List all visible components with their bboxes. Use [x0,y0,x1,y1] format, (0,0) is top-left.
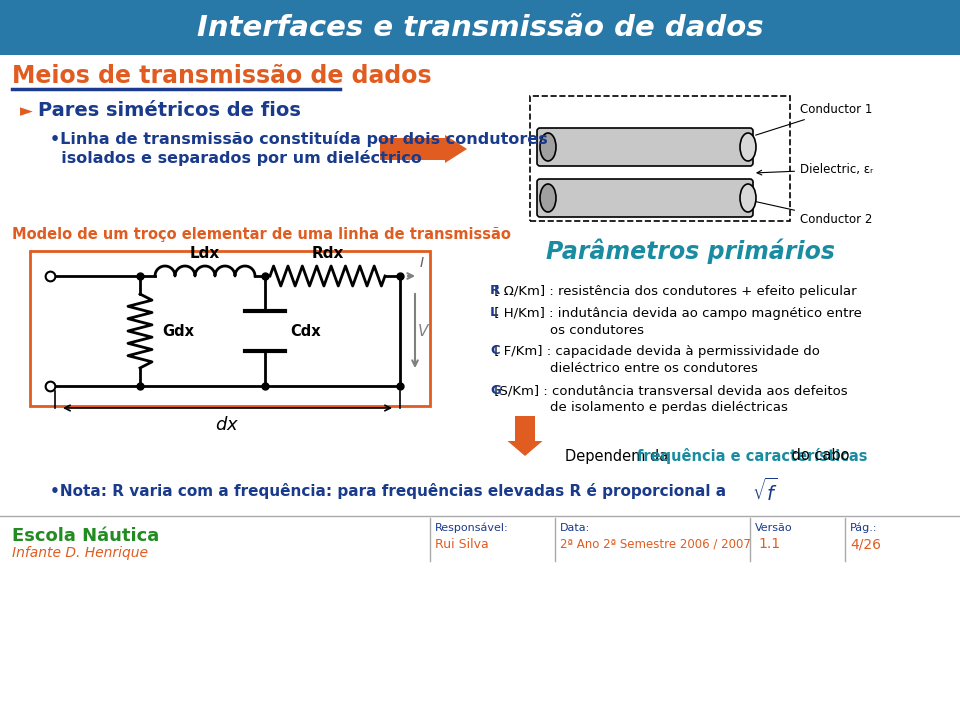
Ellipse shape [540,133,556,161]
Text: Infante D. Henrique: Infante D. Henrique [12,546,148,560]
Text: [ Ω/Km] : resistência dos condutores + efeito pelicular: [ Ω/Km] : resistência dos condutores + e… [490,284,856,297]
Text: R: R [490,284,500,297]
Text: Meios de transmissão de dados: Meios de transmissão de dados [12,64,432,88]
Text: Rdx: Rdx [311,247,344,262]
Text: Pares simétricos de fios: Pares simétricos de fios [38,102,300,120]
Ellipse shape [740,184,756,212]
Text: 4/26: 4/26 [850,537,881,551]
Text: Pág.:: Pág.: [850,523,877,533]
Text: Rui Silva: Rui Silva [435,538,489,550]
Text: C: C [490,345,499,358]
Text: G: G [490,385,501,397]
Text: Responsável:: Responsável: [435,523,509,533]
Text: frequência e características: frequência e características [637,448,868,464]
Text: Versão: Versão [755,523,793,533]
Text: de isolamento e perdas dieléctricas: de isolamento e perdas dieléctricas [550,402,788,415]
Text: Dependem da: Dependem da [565,449,673,464]
Text: [S/Km] : condutância transversal devida aos defeitos: [S/Km] : condutância transversal devida … [490,385,848,397]
FancyBboxPatch shape [537,128,753,166]
Text: isolados e separados por um dieléctrico: isolados e separados por um dieléctrico [50,150,421,166]
Bar [530,96,790,221]
FancyArrow shape [508,416,542,456]
Text: Cdx: Cdx [290,324,321,338]
Text: os condutores: os condutores [550,324,644,336]
Text: [ H/Km] : indutância devida ao campo magnético entre: [ H/Km] : indutância devida ao campo mag… [490,306,862,319]
Text: Dielectric, εᵣ: Dielectric, εᵣ [757,163,874,176]
Text: •Linha de transmissão constituída por dois condutores: •Linha de transmissão constituída por do… [50,131,548,147]
Text: Gdx: Gdx [162,324,194,338]
Text: Modelo de um troço elementar de uma linha de transmissão: Modelo de um troço elementar de uma linh… [12,227,511,242]
Text: •Nota: R varia com a frequência: para frequências elevadas R é proporcional a: •Nota: R varia com a frequência: para fr… [50,483,736,499]
Text: Interfaces e transmissão de dados: Interfaces e transmissão de dados [197,14,763,42]
Text: 1.1: 1.1 [758,537,780,551]
Text: I: I [420,256,424,270]
Text: dieléctrico entre os condutores: dieléctrico entre os condutores [550,361,757,375]
Bar [0,0,960,55]
Text: ►: ► [20,102,33,120]
Text: V: V [418,324,428,338]
Text: $\sqrt{f}$: $\sqrt{f}$ [752,477,778,505]
Text: $dx$: $dx$ [215,416,240,434]
Text: 2ª Ano 2ª Semestre 2006 / 2007: 2ª Ano 2ª Semestre 2006 / 2007 [560,538,751,550]
Text: Escola Náutica: Escola Náutica [12,527,159,545]
Text: [ F/Km] : capacidade devida à permissividade do: [ F/Km] : capacidade devida à permissivi… [490,345,820,358]
Text: Parâmetros primários: Parâmetros primários [545,238,834,264]
Bar [30,251,430,406]
Text: do cabo: do cabo [787,449,850,464]
Text: Conductor 1: Conductor 1 [756,103,873,135]
Ellipse shape [540,184,556,212]
FancyBboxPatch shape [537,179,753,217]
FancyArrow shape [380,135,467,163]
Ellipse shape [740,133,756,161]
Text: L: L [490,306,498,319]
Text: Data:: Data: [560,523,590,533]
Text: Ldx: Ldx [190,247,220,262]
Text: Conductor 2: Conductor 2 [756,202,873,226]
